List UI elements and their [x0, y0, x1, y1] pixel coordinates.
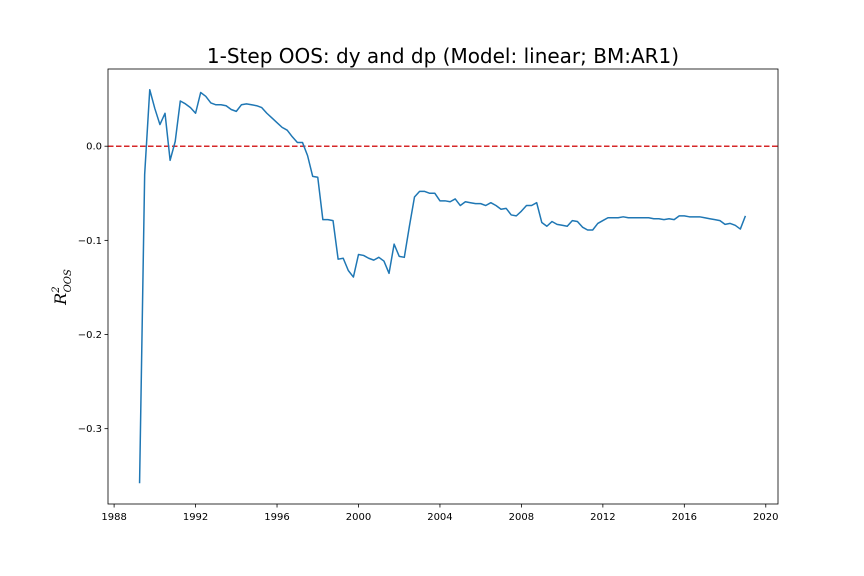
- x-axis-ticks: 1988 1992 1996 2000 2004 2008 2012 2016 2020: [101, 504, 779, 523]
- svg-text:R2OOS: R2OOS: [51, 269, 74, 306]
- y-tick-label: −0.2: [78, 330, 102, 341]
- x-tick-label: 1996: [264, 512, 289, 523]
- y-axis-ticks: −0.3 −0.2 −0.1 0.0: [78, 142, 108, 435]
- y-tick-label: 0.0: [86, 142, 102, 153]
- y-tick-label: −0.3: [78, 424, 102, 435]
- x-tick-label: 2016: [672, 512, 697, 523]
- x-tick-label: 2012: [590, 512, 615, 523]
- x-tick-label: 1988: [101, 512, 126, 523]
- plot-frame: [107, 68, 779, 505]
- y-axis-label-base: R: [51, 293, 70, 306]
- x-tick-label: 2004: [427, 512, 452, 523]
- x-tick-label: 2000: [346, 512, 371, 523]
- y-tick-label: −0.1: [78, 236, 102, 247]
- x-tick-label: 2020: [753, 512, 778, 523]
- y-axis-label-sup: 2: [51, 286, 62, 293]
- series-line: [138, 88, 747, 484]
- y-axis-label-sub: OOS: [63, 269, 74, 292]
- chart-title: 1-Step OOS: dy and dp (Model: linear; BM…: [207, 44, 679, 68]
- x-tick-label: 2008: [509, 512, 534, 523]
- x-tick-label: 1992: [183, 512, 208, 523]
- y-axis-label: R2OOS: [51, 269, 74, 306]
